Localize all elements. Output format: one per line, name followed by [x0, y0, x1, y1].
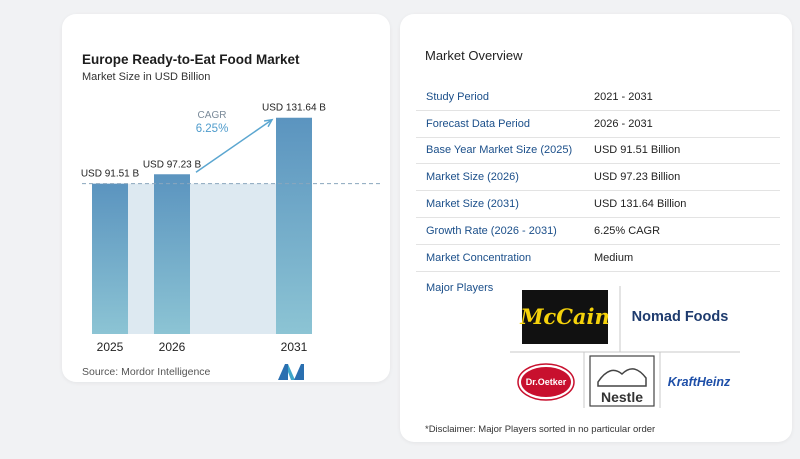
cagr-label: CAGR — [198, 110, 227, 121]
nestle-logo: Nestle — [589, 355, 655, 407]
bar-2026 — [154, 174, 190, 334]
chart-subtitle: Market Size in USD Billion — [82, 71, 211, 83]
row-label: Market Concentration — [426, 251, 532, 264]
player-name: Dr.Oetker — [526, 377, 567, 387]
row-value: USD 97.23 Billion — [594, 171, 681, 184]
data-label: USD 91.51 B — [81, 169, 140, 180]
kraft-heinz-logo: KraftHeinz — [668, 375, 731, 389]
overview-table: Study Period 2021 - 2031 Forecast Data Pe… — [416, 84, 780, 272]
player-name: Nestle — [601, 389, 643, 405]
row-label: Forecast Data Period — [426, 117, 530, 130]
row-value: USD 91.51 Billion — [594, 144, 681, 157]
cagr-arrowhead — [263, 118, 274, 128]
major-players-grid: McCain Nomad Foods Dr.Oetker Nestle Kraf… — [510, 286, 740, 408]
row-value: Medium — [594, 251, 634, 264]
market-overview-card: Market Overview Study Period 2021 - 2031 … — [400, 14, 792, 442]
row-value: 2021 - 2031 — [594, 90, 653, 103]
bar-2031 — [276, 117, 312, 334]
row-value: USD 131.64 Billion — [594, 198, 687, 211]
x-tick-label: 2026 — [159, 340, 186, 354]
row-value: 6.25% CAGR — [594, 224, 661, 237]
growth-shade — [128, 183, 276, 334]
disclaimer-text: *Disclaimer: Major Players sorted in no … — [425, 424, 656, 435]
dr-oetker-logo: Dr.Oetker — [517, 363, 575, 401]
row-label: Market Size (2026) — [426, 171, 519, 184]
data-label: USD 131.64 B — [262, 103, 326, 114]
chart-card: Europe Ready-to-Eat Food Market Market S… — [62, 14, 390, 382]
bar-2025 — [92, 183, 128, 334]
overview-row: Market Concentration Medium — [416, 245, 780, 272]
cagr-value: 6.25% — [196, 123, 229, 135]
player-name: Nomad Foods — [632, 309, 729, 325]
row-label: Study Period — [426, 90, 489, 103]
x-tick-label: 2031 — [281, 340, 308, 354]
player-name: McCain — [519, 304, 610, 329]
source-text: Source: Mordor Intelligence — [82, 366, 211, 378]
player-name: KraftHeinz — [668, 375, 731, 389]
overview-row: Market Size (2031) USD 131.64 Billion — [416, 191, 780, 218]
bar-chart: USD 91.51 B 2025 USD 97.23 B 2026 USD 131.64… — [81, 103, 380, 354]
overview-row: Forecast Data Period 2026 - 2031 — [416, 111, 780, 138]
overview-title: Market Overview — [425, 48, 523, 63]
cagr-arrow — [195, 119, 273, 173]
major-players-label: Major Players — [426, 282, 494, 294]
nomad-foods-logo: Nomad Foods — [632, 309, 729, 325]
row-value: 2026 - 2031 — [594, 117, 653, 130]
chart-title: Europe Ready-to-Eat Food Market — [82, 52, 300, 67]
data-label: USD 97.23 B — [143, 159, 202, 170]
overview-row: Base Year Market Size (2025) USD 91.51 Bi… — [416, 138, 780, 165]
row-label: Growth Rate (2026 - 2031) — [426, 224, 557, 237]
row-label: Market Size (2031) — [426, 198, 519, 211]
row-label: Base Year Market Size (2025) — [426, 144, 573, 157]
mordor-logo-icon — [278, 364, 304, 380]
overview-row: Study Period 2021 - 2031 — [416, 84, 780, 111]
overview-row: Market Size (2026) USD 97.23 Billion — [416, 164, 780, 192]
x-tick-label: 2025 — [97, 340, 124, 354]
overview-row: Growth Rate (2026 - 2031) 6.25% CAGR — [416, 218, 780, 245]
mccain-logo: McCain — [519, 290, 610, 344]
